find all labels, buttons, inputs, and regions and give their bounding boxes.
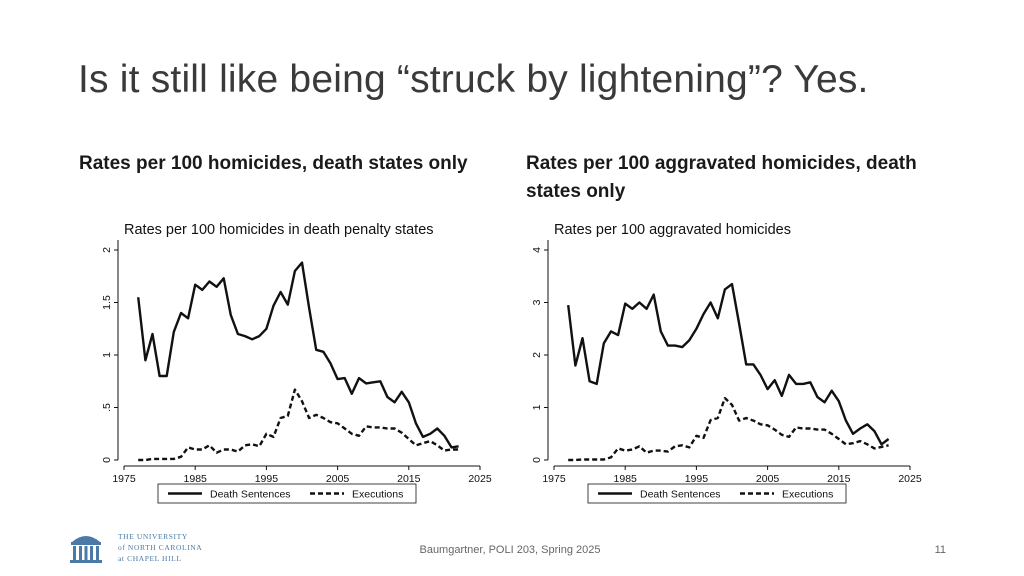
x-tick-label: 1985: [614, 473, 638, 485]
death-sentences-series-line: [567, 282, 890, 446]
y-tick-label: 1.5: [101, 295, 113, 310]
logo-wordmark: THE UNIVERSITY of NORTH CAROLINA at CHAP…: [118, 531, 202, 564]
x-tick-label: 2025: [898, 473, 922, 485]
x-tick-label: 1995: [685, 473, 709, 485]
aggravated-homicides-rate-chart: Rates per 100 aggravated homicides 0 1 2 3 4 1…: [531, 222, 922, 504]
executions-series-line: [568, 396, 889, 462]
old-well-icon: [70, 536, 102, 563]
y-tick-label: 0: [101, 457, 113, 463]
y-tick-label: 2: [531, 352, 543, 358]
legend-label-death-sentences: Death Sentences: [210, 489, 291, 501]
legend-label-executions: Executions: [782, 489, 833, 501]
chart-title: Rates per 100 homicides in death penalty…: [124, 222, 434, 238]
unc-logo: THE UNIVERSITY of NORTH CAROLINA at CHAP…: [66, 528, 226, 568]
legend-box: [157, 483, 417, 504]
y-tick-label: 3: [531, 299, 543, 305]
y-tick-label: 1: [531, 404, 543, 410]
page-number: 11: [934, 544, 946, 556]
footer-text: Baumgartner, POLI 203, Spring 2025: [419, 544, 601, 556]
y-tick-label: .5: [101, 403, 113, 412]
y-tick-label: 0: [531, 457, 543, 463]
death-sentences-series-line: [137, 261, 459, 449]
logo-line: at CHAPEL HILL: [118, 554, 182, 563]
legend-label-death-sentences: Death Sentences: [640, 489, 721, 501]
right-panel-heading: Rates per 100 aggravated homicides, deat…: [526, 153, 917, 202]
y-tick-label: 4: [531, 247, 543, 253]
executions-series-line: [138, 388, 459, 462]
logo-line: THE UNIVERSITY: [118, 532, 188, 541]
x-tick-label: 2005: [326, 473, 350, 485]
x-tick-label: 1985: [184, 473, 208, 485]
x-tick-label: 2005: [756, 473, 780, 485]
x-tick-label: 2025: [468, 473, 492, 485]
chart-title: Rates per 100 aggravated homicides: [554, 222, 791, 238]
y-tick-label: 1: [101, 352, 113, 358]
legend-box: [587, 483, 847, 504]
x-tick-label: 2015: [397, 473, 421, 485]
left-panel-heading: Rates per 100 homicides, death states on…: [79, 153, 468, 174]
legend-label-executions: Executions: [352, 489, 403, 501]
x-tick-label: 1975: [112, 473, 136, 485]
logo-line: of NORTH CAROLINA: [118, 543, 203, 552]
x-tick-label: 2015: [827, 473, 851, 485]
slide-title: Is it still like being “struck by lighte…: [78, 58, 869, 101]
homicides-rate-chart: Rates per 100 homicides in death penalty…: [101, 222, 492, 504]
x-tick-label: 1975: [542, 473, 566, 485]
y-tick-label: 2: [101, 247, 113, 253]
x-tick-label: 1995: [255, 473, 279, 485]
